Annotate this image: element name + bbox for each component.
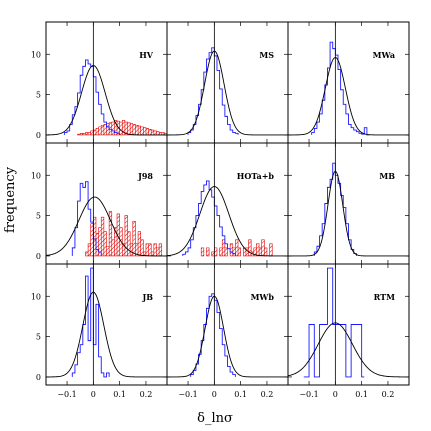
gaussian-fit-hv <box>46 65 167 136</box>
gaussian-fit-mb <box>288 170 409 257</box>
x-tick-label: −0.1 <box>57 390 76 399</box>
y-tick-label: 0 <box>36 252 41 261</box>
x-tick-label: 0 <box>212 390 217 399</box>
secondary-histogram-hota-b <box>200 239 273 257</box>
panel-label-hota-b: HOTa+b <box>237 171 275 181</box>
gaussian-fit-hota-b <box>167 186 288 257</box>
panel-label-ms: MS <box>259 50 274 60</box>
panel-label-rtm: RTM <box>374 292 395 302</box>
histogram-mwa <box>311 41 370 136</box>
x-tick-label: 0.1 <box>113 390 126 399</box>
x-axis-title: δ_lnσ <box>197 411 233 426</box>
histogram-hota-b <box>182 180 236 256</box>
histogram-jb <box>71 267 110 378</box>
secondary-histogram-j98 <box>85 211 163 257</box>
panel-label-j98: J98 <box>137 171 153 181</box>
y-tick-label: 0 <box>36 131 41 140</box>
y-tick-label: 10 <box>31 50 41 59</box>
x-tick-label: 0.2 <box>382 390 395 399</box>
panel-label-jb: JB <box>141 292 153 302</box>
gaussian-fit-jb <box>46 291 167 378</box>
panel-mb: MB <box>287 142 410 265</box>
panel-mwb: MWb −0.1 0 0.1 0.2 <box>166 263 289 399</box>
gaussian-fit-mwb <box>167 295 288 378</box>
histogram-rtm <box>303 267 365 378</box>
panel-hota-b: HOTa+b <box>166 142 289 265</box>
panel-label-mwa: MWa <box>373 50 395 60</box>
gaussian-fit-ms <box>167 50 288 136</box>
panel-label-mwb: MWb <box>251 292 275 302</box>
gaussian-fit-mwa <box>288 57 409 136</box>
y-tick-label: 5 <box>36 212 41 221</box>
y-tick-label: 10 <box>31 292 41 301</box>
y-tick-label: 5 <box>36 91 41 100</box>
x-tick-label: −0.1 <box>299 390 318 399</box>
x-tick-label: 0.2 <box>140 390 153 399</box>
x-tick-label: 0.1 <box>355 390 368 399</box>
panels-group: HV 0 5 10 MS MWa J98 0 5 10 HOTa+b MB JB 0 5 10 −0.1 0 0.1… <box>31 21 410 399</box>
panel-ms: MS <box>166 21 289 144</box>
panel-jb: JB 0 5 10 −0.1 0 0.1 0.2 <box>31 263 168 399</box>
x-tick-label: −0.1 <box>178 390 197 399</box>
panel-frame <box>287 142 410 265</box>
panel-frame <box>45 263 168 386</box>
panel-mwa: MWa <box>287 21 410 144</box>
y-tick-label: 5 <box>36 333 41 342</box>
x-tick-label: 0.1 <box>234 390 247 399</box>
gaussian-fit-rtm <box>288 322 409 378</box>
y-tick-label: 10 <box>31 171 41 180</box>
panel-frame <box>287 263 410 386</box>
panel-label-hv: HV <box>139 50 154 60</box>
panel-rtm: RTM −0.1 0 0.1 0.2 <box>287 263 410 399</box>
x-tick-label: 0 <box>333 390 338 399</box>
y-axis-title: frequency <box>3 166 18 233</box>
histogram-mwb <box>190 293 236 377</box>
panel-hv: HV 0 5 10 <box>31 21 168 144</box>
x-tick-label: 0.2 <box>261 390 274 399</box>
panel-j98: J98 0 5 10 <box>31 142 168 265</box>
gaussian-fit-j98 <box>46 196 167 257</box>
secondary-histogram-hv <box>77 120 167 136</box>
histogram-j98 <box>71 181 102 256</box>
x-tick-label: 0 <box>91 390 96 399</box>
y-tick-label: 0 <box>36 373 41 382</box>
panel-label-mb: MB <box>379 171 395 181</box>
